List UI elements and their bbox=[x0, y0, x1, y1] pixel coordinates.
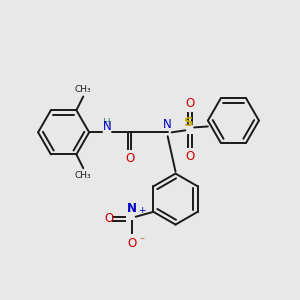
Text: O: O bbox=[186, 150, 195, 163]
Text: ⁻: ⁻ bbox=[140, 236, 145, 246]
Text: N: N bbox=[102, 120, 111, 133]
Text: CH₃: CH₃ bbox=[75, 171, 92, 180]
Text: N: N bbox=[163, 118, 172, 131]
Text: O: O bbox=[125, 152, 134, 165]
Text: CH₃: CH₃ bbox=[75, 85, 92, 94]
Text: S: S bbox=[184, 116, 194, 129]
Text: O: O bbox=[127, 237, 136, 250]
Text: +: + bbox=[138, 206, 145, 215]
Text: H: H bbox=[103, 118, 111, 128]
Text: N: N bbox=[127, 202, 137, 215]
Text: O: O bbox=[186, 97, 195, 110]
Text: O: O bbox=[105, 212, 114, 225]
